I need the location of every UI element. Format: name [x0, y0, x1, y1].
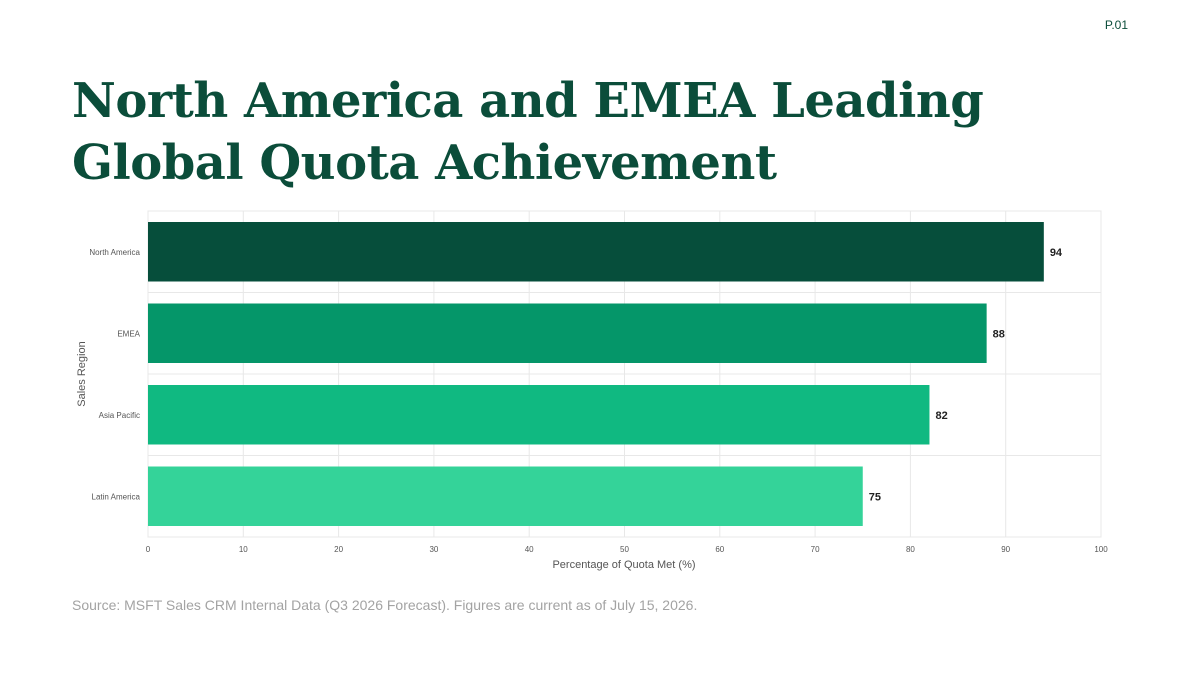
y-tick-label: Latin America [92, 492, 141, 501]
x-tick-label: 60 [715, 545, 724, 554]
bar [148, 222, 1044, 282]
y-tick-label: EMEA [117, 329, 140, 338]
y-axis-title: Sales Region [76, 341, 88, 406]
x-axis-title: Percentage of Quota Met (%) [552, 559, 695, 571]
x-tick-label: 30 [429, 545, 438, 554]
data-label: 82 [935, 410, 947, 422]
bar [148, 466, 863, 526]
bars-layer [148, 222, 1044, 526]
x-tick-label: 20 [334, 545, 343, 554]
x-tick-label: 90 [1001, 545, 1010, 554]
y-tick-label: North America [89, 248, 140, 257]
data-label: 88 [993, 328, 1005, 340]
x-tick-label: 10 [239, 545, 248, 554]
x-tick-label: 40 [525, 545, 534, 554]
x-tick-label: 100 [1094, 545, 1108, 554]
page-number: P.01 [1104, 18, 1128, 32]
source-note: Source: MSFT Sales CRM Internal Data (Q3… [72, 597, 698, 613]
x-tick-label: 70 [811, 545, 820, 554]
bar [148, 385, 930, 445]
x-tick-label: 0 [146, 545, 151, 554]
x-tick-label: 80 [906, 545, 915, 554]
x-tick-label: 50 [620, 545, 629, 554]
bar [148, 303, 987, 363]
data-label: 94 [1050, 247, 1063, 259]
y-tick-label: Asia Pacific [99, 411, 140, 420]
slide-title: North America and EMEA Leading Global Qu… [72, 73, 984, 191]
data-label: 75 [869, 491, 881, 503]
labels-layer: 0 10 20 30 40 50 60 70 80 90 100 North America 94 EME… [89, 247, 1108, 554]
